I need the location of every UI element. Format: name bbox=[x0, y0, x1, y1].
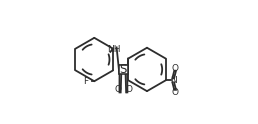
Text: O: O bbox=[171, 88, 178, 97]
Text: F: F bbox=[83, 77, 88, 86]
Text: S: S bbox=[120, 63, 127, 76]
Text: O: O bbox=[171, 64, 178, 73]
Text: NH: NH bbox=[107, 45, 120, 54]
FancyBboxPatch shape bbox=[119, 65, 127, 74]
Text: O: O bbox=[125, 85, 132, 94]
Text: N: N bbox=[170, 76, 176, 85]
Text: O: O bbox=[115, 85, 122, 94]
